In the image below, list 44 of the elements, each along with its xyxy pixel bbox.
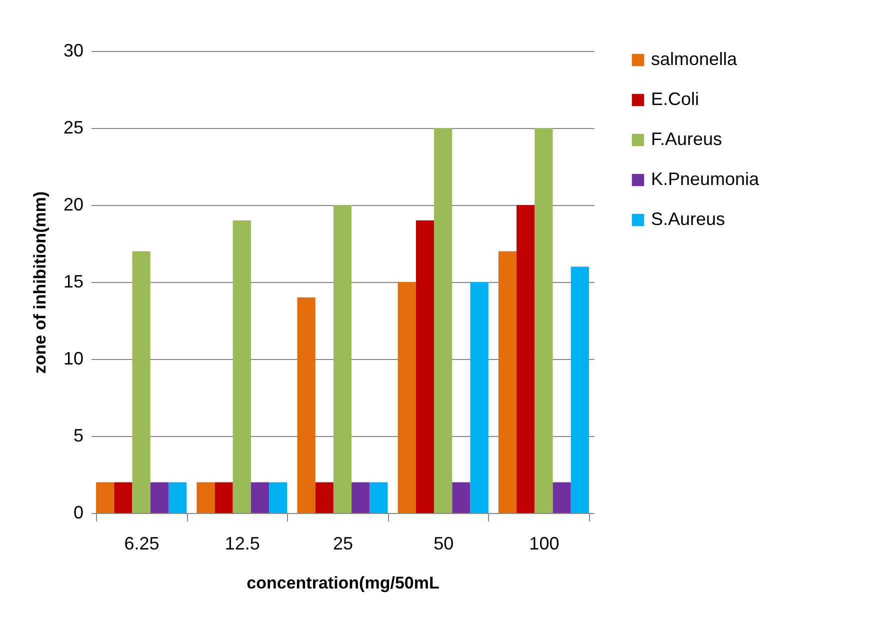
x-axis-title: concentration(mg/50mL [246, 574, 440, 592]
y-axis-title: zone of inhibition(mm) [30, 191, 50, 374]
bar [114, 482, 132, 513]
bar [516, 205, 535, 513]
bar [150, 482, 168, 513]
bar [552, 482, 571, 513]
bar [232, 220, 251, 513]
legend-label: S.Aureus [651, 209, 726, 229]
bar [214, 482, 233, 513]
legend-label: salmonella [651, 49, 738, 69]
bar [534, 128, 553, 513]
bar [315, 482, 334, 513]
legend-label: E.Coli [651, 89, 700, 109]
bar [570, 266, 589, 513]
legend-label: F.Aureus [651, 129, 722, 149]
y-tick-label: 10 [63, 348, 84, 368]
x-tick-label: 12.5 [224, 534, 260, 554]
x-tick-label: 50 [434, 534, 454, 554]
y-tick-label: 5 [73, 426, 84, 446]
y-tick-label: 25 [63, 118, 84, 138]
bar [398, 282, 416, 513]
bar [352, 482, 370, 513]
y-tick-label: 15 [63, 272, 84, 292]
legend-label: K.Pneumonia [651, 169, 760, 189]
x-tick-label: 25 [332, 534, 354, 554]
x-tick-label: 6.25 [124, 534, 160, 554]
bar [498, 251, 517, 513]
bar [132, 251, 150, 513]
bar [434, 128, 452, 513]
y-tick-label: 30 [63, 40, 84, 60]
bar [333, 205, 352, 513]
bar [416, 220, 434, 513]
bar [269, 482, 288, 513]
x-tick-label: 100 [529, 534, 560, 554]
bar [452, 482, 470, 513]
bar [297, 297, 316, 513]
bar [196, 482, 215, 513]
y-tick-label: 20 [63, 194, 84, 214]
bar [370, 482, 388, 513]
bar [96, 482, 114, 513]
bar [168, 482, 187, 513]
bar [250, 482, 270, 513]
bar [470, 282, 488, 513]
y-tick-label: 0 [73, 502, 84, 522]
